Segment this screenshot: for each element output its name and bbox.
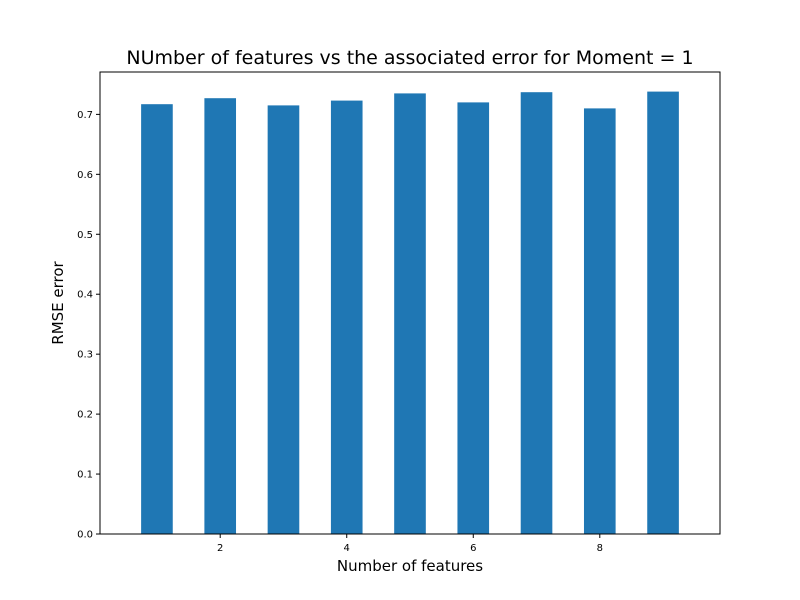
bars-group [141, 91, 679, 535]
x-ticks-group: 2 4 6 8 [217, 534, 603, 554]
y-axis-label: RMSE error [49, 260, 67, 344]
x-tick-label: 4 [344, 543, 350, 554]
bar-4 [330, 100, 363, 534]
chart-title: NUmber of features vs the associated err… [126, 47, 693, 69]
y-tick-label: 0.5 [77, 230, 93, 241]
bar-5 [394, 93, 426, 535]
bar-2 [204, 98, 237, 534]
bar-8 [583, 108, 616, 534]
y-tick-label: 0.3 [77, 350, 93, 361]
y-tick-label: 0.1 [77, 470, 93, 481]
bar-7 [520, 92, 553, 534]
bar-3 [267, 105, 300, 534]
x-axis-label: Number of features [337, 557, 483, 575]
plot-frame [99, 71, 721, 535]
y-tick-label: 0.7 [77, 110, 93, 121]
bar-6 [457, 102, 490, 534]
y-tick-label: 0.4 [77, 290, 93, 301]
y-tick-label: 0.2 [77, 410, 93, 421]
x-tick-label: 2 [217, 543, 223, 554]
bar-9 [647, 91, 679, 534]
y-ticks-group: 0.0 0.1 0.2 0.3 0.4 0.5 0.6 0.7 [77, 110, 100, 541]
y-tick-label: 0.0 [77, 530, 93, 541]
x-tick-label: 8 [597, 543, 603, 554]
x-tick-label: 6 [470, 543, 476, 554]
y-tick-label: 0.6 [77, 170, 93, 181]
bar-1 [141, 104, 173, 534]
